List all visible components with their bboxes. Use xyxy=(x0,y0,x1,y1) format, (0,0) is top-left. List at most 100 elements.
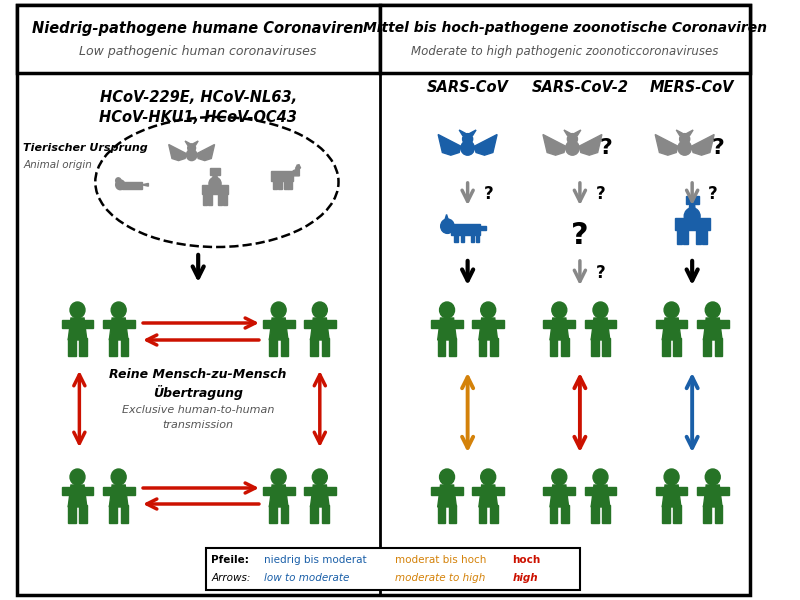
Circle shape xyxy=(566,141,579,155)
Text: ?: ? xyxy=(708,185,718,203)
Polygon shape xyxy=(431,487,441,495)
Circle shape xyxy=(567,134,578,145)
Text: hoch: hoch xyxy=(513,555,541,565)
Polygon shape xyxy=(218,194,222,205)
Circle shape xyxy=(188,144,195,152)
Polygon shape xyxy=(122,182,142,189)
Text: Mittel bis hoch-pathogene zoonotische Coronaviren: Mittel bis hoch-pathogene zoonotische Co… xyxy=(363,21,767,35)
Polygon shape xyxy=(110,338,117,356)
Circle shape xyxy=(439,302,454,318)
Polygon shape xyxy=(686,130,693,136)
Polygon shape xyxy=(574,130,581,136)
Text: HCoV-229E, HCoV-NL63,: HCoV-229E, HCoV-NL63, xyxy=(100,89,297,104)
Polygon shape xyxy=(438,318,456,340)
Polygon shape xyxy=(310,318,329,340)
Circle shape xyxy=(481,302,496,318)
Polygon shape xyxy=(62,320,71,328)
Polygon shape xyxy=(79,338,87,356)
Circle shape xyxy=(116,180,125,190)
Polygon shape xyxy=(550,485,569,507)
Polygon shape xyxy=(494,320,504,328)
Text: ?: ? xyxy=(600,138,613,158)
Circle shape xyxy=(186,149,197,161)
Polygon shape xyxy=(322,505,329,523)
Polygon shape xyxy=(655,134,678,155)
Polygon shape xyxy=(607,487,616,495)
Polygon shape xyxy=(281,338,288,356)
Polygon shape xyxy=(284,181,288,189)
Polygon shape xyxy=(270,318,288,340)
Polygon shape xyxy=(438,505,445,523)
Polygon shape xyxy=(169,145,186,161)
Polygon shape xyxy=(294,164,297,168)
Circle shape xyxy=(271,469,286,485)
FancyBboxPatch shape xyxy=(206,548,580,590)
Polygon shape xyxy=(683,230,688,244)
Polygon shape xyxy=(274,181,277,189)
Polygon shape xyxy=(674,505,681,523)
Text: ?: ? xyxy=(571,220,589,250)
Circle shape xyxy=(111,469,126,485)
Polygon shape xyxy=(270,338,277,356)
Polygon shape xyxy=(479,338,486,356)
Polygon shape xyxy=(479,318,498,340)
Polygon shape xyxy=(591,505,598,523)
Circle shape xyxy=(70,469,85,485)
Polygon shape xyxy=(579,134,602,155)
Polygon shape xyxy=(212,175,218,185)
Polygon shape xyxy=(550,338,558,356)
Polygon shape xyxy=(719,320,729,328)
Circle shape xyxy=(664,302,679,318)
Polygon shape xyxy=(304,320,314,328)
Polygon shape xyxy=(454,487,463,495)
Circle shape xyxy=(312,302,327,318)
Text: HCoV-HKU1, HCoV-OC43: HCoV-HKU1, HCoV-OC43 xyxy=(99,110,297,125)
Polygon shape xyxy=(479,505,486,523)
Text: ?: ? xyxy=(712,138,725,158)
Polygon shape xyxy=(476,235,479,242)
Circle shape xyxy=(552,302,566,318)
Circle shape xyxy=(706,469,720,485)
Polygon shape xyxy=(285,320,294,328)
Polygon shape xyxy=(662,485,681,507)
Polygon shape xyxy=(210,168,220,175)
Polygon shape xyxy=(326,320,336,328)
Polygon shape xyxy=(602,505,610,523)
Polygon shape xyxy=(288,181,291,189)
Circle shape xyxy=(684,208,700,225)
Text: ?: ? xyxy=(596,185,606,203)
Polygon shape xyxy=(662,338,670,356)
Polygon shape xyxy=(126,487,134,495)
Polygon shape xyxy=(79,505,87,523)
Polygon shape xyxy=(561,338,569,356)
Text: MERS-CoV: MERS-CoV xyxy=(650,80,734,95)
Text: SARS-CoV-2: SARS-CoV-2 xyxy=(531,80,628,95)
Polygon shape xyxy=(479,485,498,507)
Circle shape xyxy=(271,302,286,318)
Polygon shape xyxy=(68,485,87,507)
Polygon shape xyxy=(202,185,229,194)
Polygon shape xyxy=(591,318,610,340)
Polygon shape xyxy=(550,318,569,340)
Polygon shape xyxy=(121,338,128,356)
Polygon shape xyxy=(602,338,610,356)
Polygon shape xyxy=(607,320,616,328)
Circle shape xyxy=(461,141,474,155)
Circle shape xyxy=(439,469,454,485)
FancyBboxPatch shape xyxy=(380,5,750,73)
Polygon shape xyxy=(474,134,497,155)
Polygon shape xyxy=(471,235,474,242)
Polygon shape xyxy=(714,338,722,356)
Polygon shape xyxy=(564,130,570,136)
Polygon shape xyxy=(110,485,128,507)
Polygon shape xyxy=(676,130,683,136)
Circle shape xyxy=(593,469,608,485)
Polygon shape xyxy=(543,134,566,155)
Polygon shape xyxy=(193,141,198,145)
Polygon shape xyxy=(674,218,710,230)
Polygon shape xyxy=(591,485,610,507)
Polygon shape xyxy=(703,485,722,507)
Text: low to moderate: low to moderate xyxy=(264,573,349,583)
Circle shape xyxy=(116,178,121,184)
Circle shape xyxy=(462,134,473,145)
